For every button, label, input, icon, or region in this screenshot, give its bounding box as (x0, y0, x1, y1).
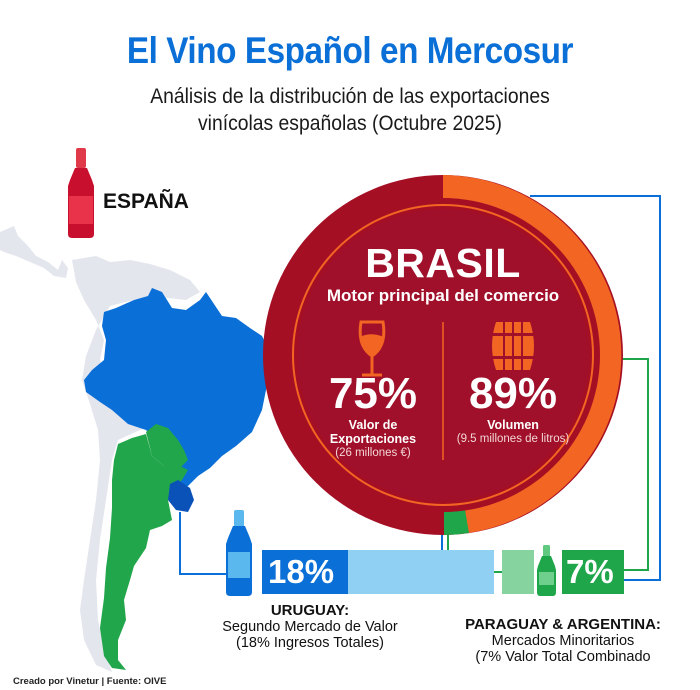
argentina-shape (100, 434, 188, 670)
volume-percent: 89% (468, 369, 558, 418)
brasil-to-uruguay-line (530, 195, 661, 581)
subtitle-line-1: Análisis de la distribución de las expor… (150, 85, 550, 108)
uruguay-caption: URUGUAY: Segundo Mercado de Valor (18% I… (200, 602, 420, 652)
brasil-title: BRASIL (365, 240, 521, 286)
uruguay-map-line (179, 512, 228, 575)
page-subtitle: Análisis de la distribución de las expor… (28, 83, 672, 137)
uruguay-percent: 18% (268, 553, 335, 590)
ring-orange-segment (443, 175, 622, 533)
value-label: Valor de Exportaciones (26 millones €) (308, 418, 438, 460)
value-label-line-2: Exportaciones (329, 432, 417, 446)
spain-label: ESPAÑA (103, 190, 189, 213)
uruguay-shape (168, 480, 194, 512)
wine-bottle-icon (68, 148, 94, 238)
pa-caption: PARAGUAY & ARGENTINA: Mercados Minoritar… (448, 616, 678, 666)
wine-glass-icon (358, 320, 386, 377)
pa-title: PARAGUAY & ARGENTINA: (465, 616, 661, 633)
south-america-map (0, 226, 200, 672)
volume-label: Volumen (9.5 millones de litros) (438, 418, 588, 446)
volume-detail: (9.5 millones de litros) (456, 433, 570, 445)
uruguay-title: URUGUAY: (270, 602, 350, 619)
value-label-line-1: Valor de (348, 418, 398, 432)
barrel-icon (490, 322, 536, 370)
uruguay-bottle-icon (226, 510, 252, 596)
pa-percent: 7% (566, 553, 614, 590)
paraguay-shape (146, 424, 188, 470)
value-detail: (26 millones €) (335, 447, 411, 459)
pa-line-2: (7% Valor Total Combinado (475, 649, 651, 665)
value-percent: 75% (328, 369, 418, 418)
subtitle-line-2: vinícolas españolas (Octubre 2025) (198, 112, 502, 135)
page-title: El Vino Español en Mercosur (126, 30, 574, 71)
brasil-subtitle: Motor principal del comercio (326, 286, 560, 305)
uruguay-line-1: Segundo Mercado de Valor (222, 619, 398, 635)
central-america-shape (0, 226, 68, 278)
market-share-bar (262, 550, 624, 594)
volume-label-title: Volumen (487, 418, 539, 432)
brasil-to-pa-line (620, 358, 649, 571)
pa-bottle-icon (537, 545, 556, 596)
source-credit: Creado por Vinetur | Fuente: OIVE (13, 676, 167, 687)
south-america-base-shape (72, 256, 200, 672)
pa-line-1: Mercados Minoritarios (491, 633, 635, 649)
pa-bar-segment (562, 550, 624, 594)
ring-green-segment (444, 510, 469, 535)
brazil-shape (84, 288, 268, 490)
brasil-donut-chart (263, 175, 623, 535)
uruguay-bar-segment (262, 550, 348, 594)
uruguay-line-2: (18% Ingresos Totales) (235, 635, 385, 651)
